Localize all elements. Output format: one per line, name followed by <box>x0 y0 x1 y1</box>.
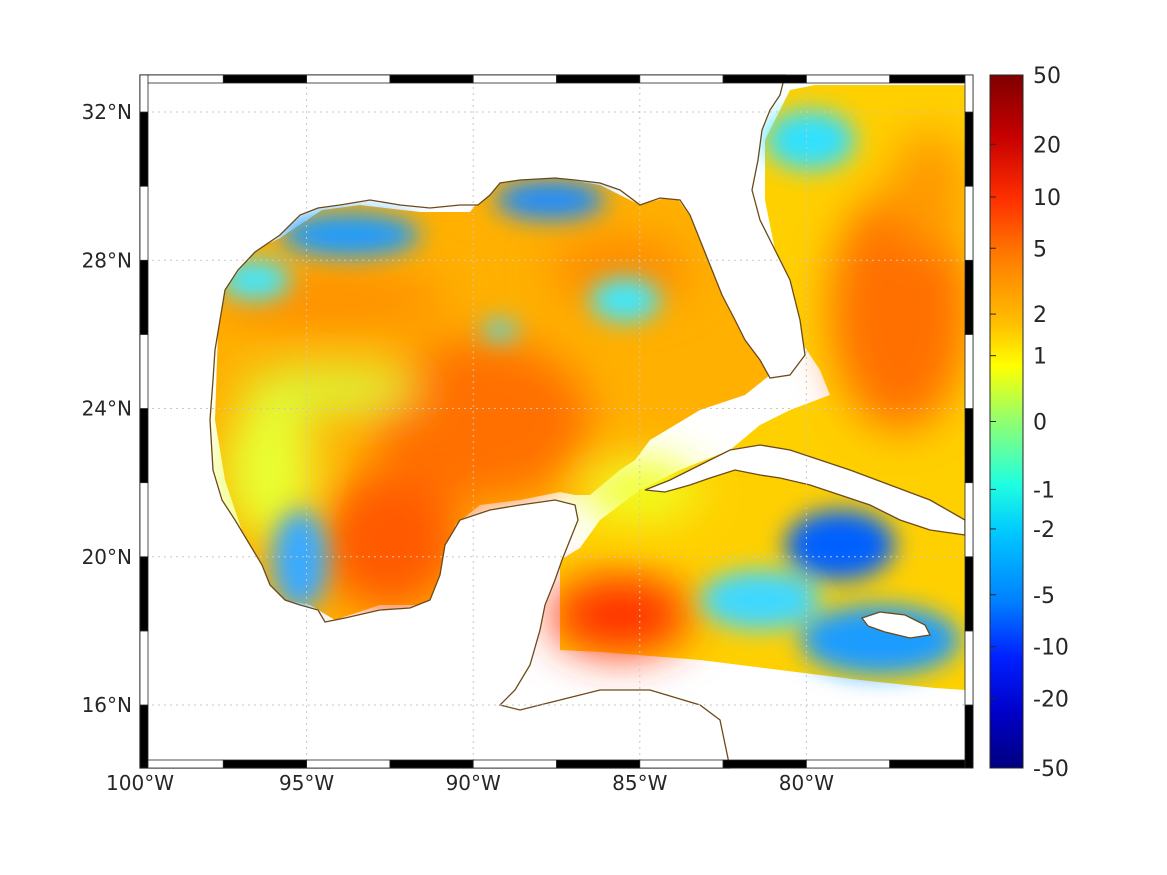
warm-atlantic <box>830 190 970 430</box>
frame-segment-bottom <box>889 759 974 769</box>
frame-segment-left <box>139 185 149 261</box>
x-tick-label: 95°W <box>279 771 334 795</box>
hot-spot-central-gulf <box>370 340 590 500</box>
colorbar-label: 20 <box>1033 133 1061 158</box>
colorbar-label: -2 <box>1033 518 1055 543</box>
frame-segment-left <box>139 482 149 558</box>
us-gulf-coast <box>139 74 806 769</box>
cold-spot-mississippi <box>495 180 605 220</box>
hot-spot-bay-of-campeche <box>320 470 460 610</box>
frame-segment-right <box>964 556 974 632</box>
frame-segment-left <box>139 259 149 335</box>
frame-segment-right <box>964 408 974 484</box>
frame-segment-top <box>806 74 891 84</box>
warm-atlantic-north <box>890 130 970 250</box>
frame-segment-bottom <box>556 759 641 769</box>
cool-yellow-band <box>240 370 420 410</box>
frame-border-x <box>139 74 974 769</box>
colorbar-label: 0 <box>1033 411 1047 436</box>
frame-segment-right <box>964 111 974 187</box>
frame-segment-left <box>139 111 149 187</box>
colorbar-label: -5 <box>1033 584 1055 609</box>
colorbar-label: 1 <box>1033 345 1047 370</box>
land-mask <box>139 74 966 769</box>
cold-spot-texas-shelf <box>280 213 420 257</box>
frame-segment-left <box>139 334 149 409</box>
frame-segment-right <box>964 259 974 335</box>
frame-segment-bottom <box>806 759 891 769</box>
data-field <box>210 85 970 690</box>
frame-segment-right <box>964 630 974 706</box>
jamaica <box>860 611 931 639</box>
frame-segment-top <box>889 74 974 84</box>
y-tick-label: 16°N <box>82 693 132 717</box>
warm-band-east-gulf <box>550 235 690 305</box>
cold-spot-east-gulf <box>590 278 660 322</box>
frame-segment-left <box>139 556 149 632</box>
colorbar-label: 10 <box>1033 186 1061 211</box>
y-tick-label: 24°N <box>82 397 132 421</box>
x-tick-label: 80°W <box>779 771 834 795</box>
frame-segment-top <box>639 74 724 84</box>
frame-border-y <box>139 74 974 769</box>
y-axis-labels: 32°N 28°N 24°N 20°N 16°N <box>82 100 132 717</box>
frame-segment-bottom <box>472 759 557 769</box>
map-frame <box>139 74 974 769</box>
hot-spot-caribbean <box>550 575 690 655</box>
frame-segment-right <box>964 482 974 558</box>
cool-yellow-west <box>225 400 315 540</box>
cold-spot-north-atlantic <box>765 110 855 170</box>
frame-segment-top <box>222 74 308 84</box>
cuba <box>644 444 966 536</box>
y-tick-label: 32°N <box>82 100 132 124</box>
frame-segment-right <box>964 74 974 113</box>
x-tick-label: 90°W <box>446 771 501 795</box>
frame-segment-right <box>964 704 974 769</box>
colorbar-label: 2 <box>1033 303 1047 328</box>
x-tick-label: 100°W <box>106 771 174 795</box>
frame-segment-left <box>139 704 149 769</box>
frame-segment-left <box>139 408 149 484</box>
colorbar-label: -1 <box>1033 478 1055 503</box>
frame-segment-bottom <box>639 759 724 769</box>
frame-segment-top <box>556 74 641 84</box>
grid-lines <box>140 75 973 768</box>
frame-segment-bottom <box>389 759 474 769</box>
cold-spot-caribbean-mid <box>700 570 820 630</box>
y-tick-label: 28°N <box>82 248 132 272</box>
cold-spot-cayman <box>785 510 895 580</box>
colorbar-label: 5 <box>1033 237 1047 262</box>
frame-segment-right <box>964 334 974 409</box>
colorbar-label: -20 <box>1033 688 1069 713</box>
frame-segment-left <box>139 74 149 113</box>
frame-segment-top <box>722 74 807 84</box>
cold-spot-loop-eddy <box>482 320 518 340</box>
frame-segment-top <box>389 74 474 84</box>
colorbar-label: -50 <box>1033 757 1069 782</box>
frame-segment-bottom <box>222 759 308 769</box>
x-axis-labels: 100°W 95°W 90°W 85°W 80°W <box>106 771 834 795</box>
frame-segment-bottom <box>306 759 391 769</box>
y-tick-label: 20°N <box>82 545 132 569</box>
frame-segment-top <box>306 74 391 84</box>
frame-segment-right <box>964 185 974 261</box>
frame-segment-top <box>472 74 557 84</box>
frame-segment-bottom <box>722 759 807 769</box>
cold-spot-mexico-coast <box>272 510 328 610</box>
x-tick-label: 85°W <box>612 771 667 795</box>
frame-segment-bottom <box>139 759 224 769</box>
colorbar-label: -10 <box>1033 636 1069 661</box>
colorbar-label: 50 <box>1033 64 1061 89</box>
frame-segment-top <box>139 74 224 84</box>
frame-segment-left <box>139 630 149 706</box>
